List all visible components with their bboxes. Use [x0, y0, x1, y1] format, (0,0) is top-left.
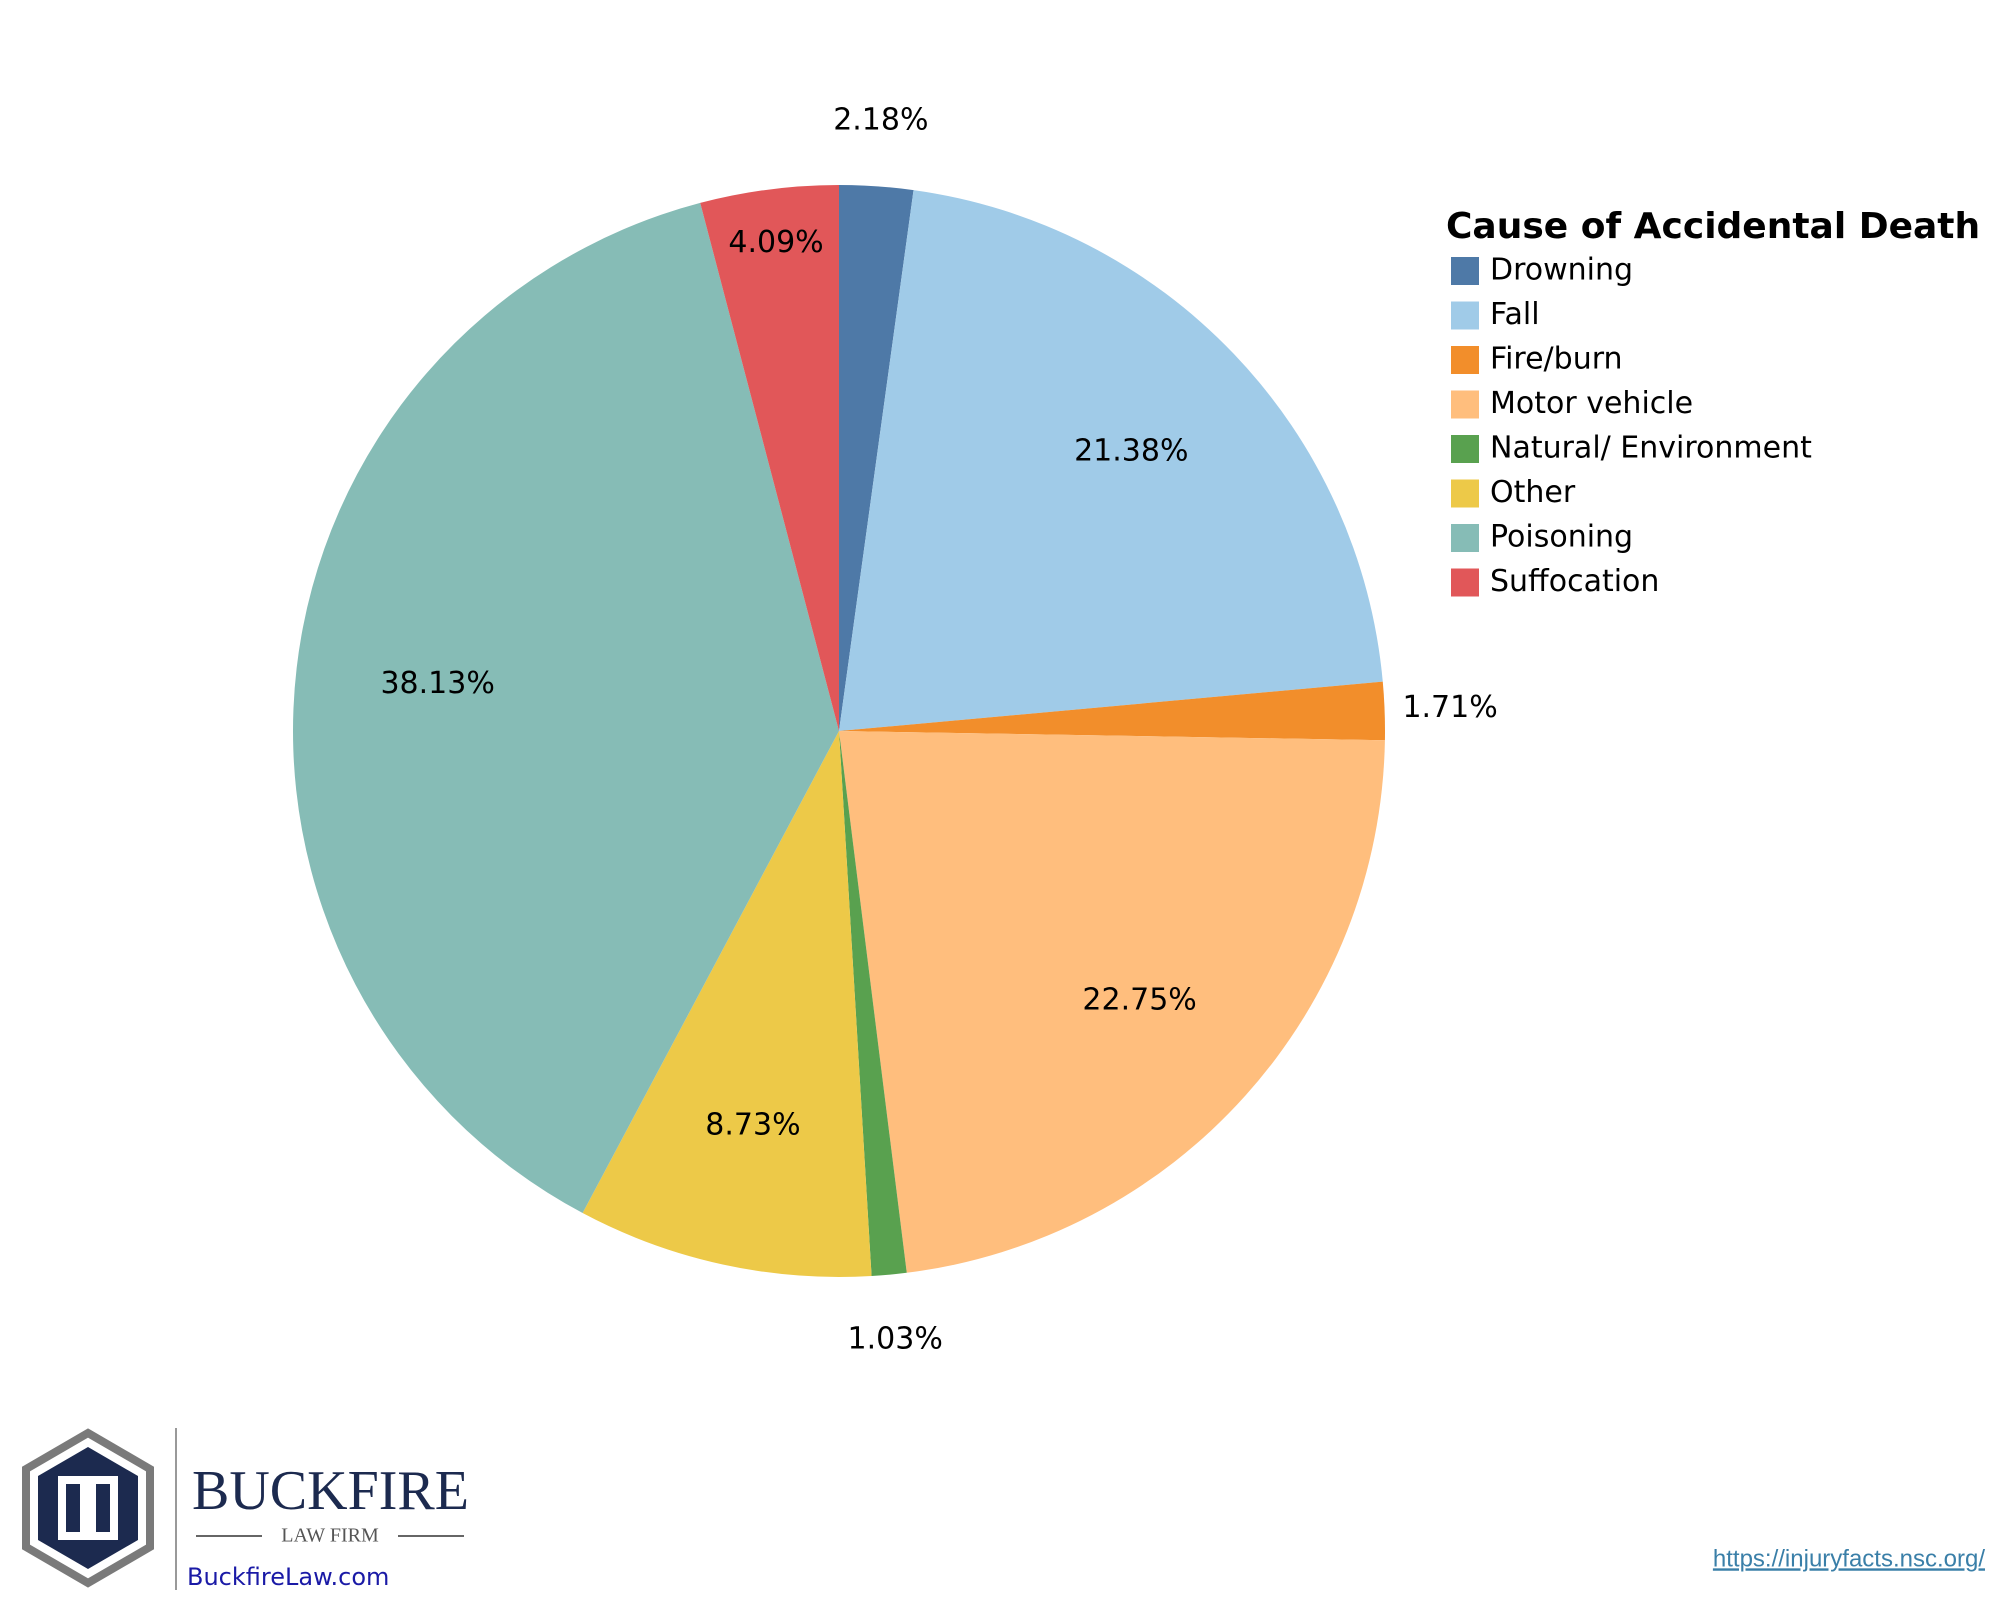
pie-slice: [839, 731, 1385, 1273]
logo: BUCKFIRE LAW FIRM BuckfireLaw.com: [22, 1428, 469, 1591]
data-label: 21.38%: [1074, 434, 1188, 469]
legend-swatch: [1451, 257, 1479, 285]
data-label: 1.71%: [1402, 690, 1497, 725]
pie-slice: [839, 731, 907, 1277]
logo-mark: [58, 1476, 118, 1540]
legend-label: Suffocation: [1490, 564, 1659, 599]
legend-label: Natural/ Environment: [1490, 431, 1812, 466]
brand-name: BUCKFIRE: [192, 1460, 469, 1522]
legend-label: Motor vehicle: [1490, 386, 1693, 421]
pie-slice: [839, 190, 1383, 731]
source-link[interactable]: https://injuryfacts.nsc.org/: [1713, 1545, 1985, 1572]
legend-swatch: [1451, 301, 1479, 330]
legend-label: Fall: [1490, 297, 1540, 332]
legend-swatch: [1451, 435, 1479, 463]
data-label: 8.73%: [705, 1107, 800, 1142]
brand-subtitle: LAW FIRM: [281, 1525, 379, 1547]
legend-swatch: [1451, 346, 1479, 374]
brand-website: BuckfireLaw.com: [187, 1563, 389, 1591]
legend-swatch: [1451, 568, 1479, 597]
data-label: 2.18%: [833, 102, 928, 137]
data-label: 4.09%: [728, 225, 823, 260]
pie: 2.18% 21.38% 1.71% 22.75% 1.03% 8.73% 38.13% 4.…: [292, 102, 1498, 1356]
pie-slice: [700, 185, 839, 731]
legend-label: Poisoning: [1490, 520, 1633, 555]
data-label: 38.13%: [380, 666, 494, 701]
pie-slice: [292, 202, 839, 1214]
pie-slice: [839, 681, 1385, 741]
legend-swatch: [1451, 524, 1479, 552]
pie-slice: [839, 185, 914, 731]
legend-label: Fire/burn: [1490, 342, 1623, 377]
legend-title: Cause of Accidental Death: [1446, 206, 1980, 247]
data-label: 1.03%: [848, 1321, 943, 1356]
pie-slice: [582, 731, 872, 1277]
legend-label: Other: [1490, 475, 1576, 510]
legend-swatch: [1451, 479, 1479, 508]
data-label: 22.75%: [1082, 982, 1196, 1017]
legend-swatch: [1451, 390, 1479, 419]
legend-label: Drowning: [1490, 253, 1633, 288]
legend: Drowning Fall Fire/burn Motor vehicle Natura…: [1451, 253, 1812, 599]
